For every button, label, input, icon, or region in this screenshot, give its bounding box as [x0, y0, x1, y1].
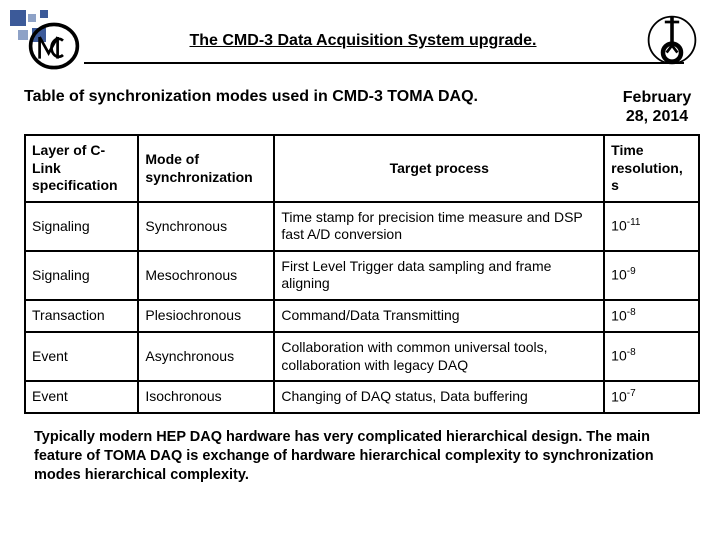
cell-resolution: 10-11 — [604, 202, 699, 251]
date-line2: 28, 2014 — [626, 108, 688, 125]
cell-mode: Isochronous — [138, 381, 274, 413]
table-row: EventIsochronousChanging of DAQ status, … — [25, 381, 699, 413]
cell-layer: Event — [25, 381, 138, 413]
cell-resolution: 10-9 — [604, 251, 699, 300]
cell-resolution: 10-7 — [604, 381, 699, 413]
cell-mode: Plesiochronous — [138, 300, 274, 332]
cell-resolution: 10-8 — [604, 332, 699, 381]
sync-modes-table: Layer of C-Link specification Mode of sy… — [24, 134, 700, 414]
cell-process: Command/Data Transmitting — [274, 300, 604, 332]
cell-process: First Level Trigger data sampling and fr… — [274, 251, 604, 300]
cell-process: Collaboration with common universal tool… — [274, 332, 604, 381]
cell-process: Time stamp for precision time measure an… — [274, 202, 604, 251]
cell-resolution: 10-8 — [604, 300, 699, 332]
page-title: The CMD-3 Data Acquisition System upgrad… — [84, 24, 642, 50]
table-row: SignalingSynchronousTime stamp for preci… — [25, 202, 699, 251]
table-caption: Table of synchronization modes used in C… — [24, 88, 614, 106]
col-process: Target process — [274, 135, 604, 202]
header: The CMD-3 Data Acquisition System upgrad… — [0, 0, 720, 74]
subheader-row: Table of synchronization modes used in C… — [0, 74, 720, 132]
col-mode: Mode of synchronization — [138, 135, 274, 202]
table-row: EventAsynchronousCollaboration with comm… — [25, 332, 699, 381]
logo-right — [642, 10, 702, 70]
cell-layer: Signaling — [25, 202, 138, 251]
cell-layer: Signaling — [25, 251, 138, 300]
cell-layer: Event — [25, 332, 138, 381]
date-line1: February — [623, 89, 691, 106]
cell-process: Changing of DAQ status, Data buffering — [274, 381, 604, 413]
date-label: February 28, 2014 — [614, 88, 700, 126]
col-resolution: Time resolution, s — [604, 135, 699, 202]
cell-mode: Asynchronous — [138, 332, 274, 381]
table-header-row: Layer of C-Link specification Mode of sy… — [25, 135, 699, 202]
table-row: SignalingMesochronousFirst Level Trigger… — [25, 251, 699, 300]
table-row: TransactionPlesiochronousCommand/Data Tr… — [25, 300, 699, 332]
logo-left — [24, 16, 84, 76]
footnote: Typically modern HEP DAQ hardware has ve… — [0, 414, 720, 485]
cell-mode: Mesochronous — [138, 251, 274, 300]
cell-layer: Transaction — [25, 300, 138, 332]
col-layer: Layer of C-Link specification — [25, 135, 138, 202]
cell-mode: Synchronous — [138, 202, 274, 251]
